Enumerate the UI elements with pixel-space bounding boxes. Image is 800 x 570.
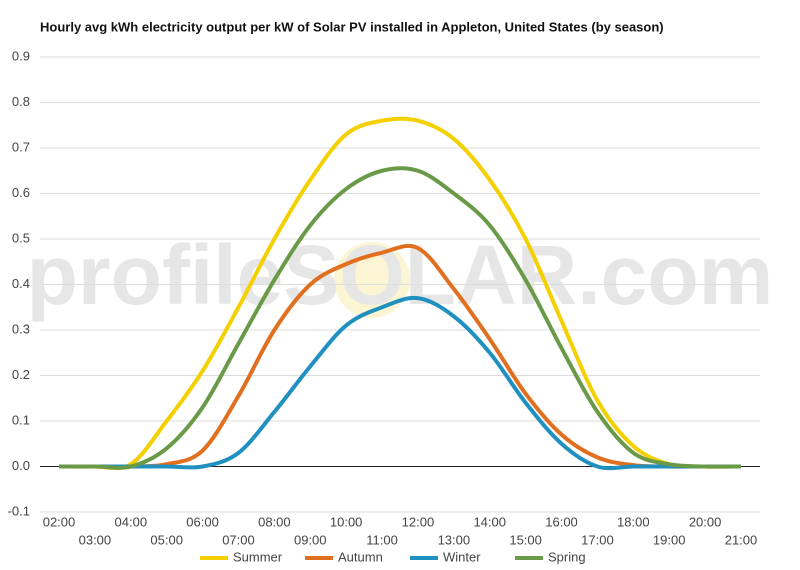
y-tick-label: 0.0 [12, 458, 30, 473]
y-tick-label: 0.9 [12, 48, 30, 63]
y-tick-label: 0.5 [12, 230, 30, 245]
chart-title: Hourly avg kWh electricity output per kW… [40, 19, 664, 34]
x-tick-label: 08:00 [258, 514, 291, 529]
x-tick-label: 04:00 [115, 514, 148, 529]
series-line [58, 116, 742, 471]
x-tick-label: 11:00 [366, 532, 398, 547]
y-tick-label: 0.7 [12, 139, 30, 154]
y-tick-label: 0.2 [12, 367, 30, 382]
y-tick-label: 0.1 [12, 412, 30, 427]
y-tick-label: -0.1 [8, 503, 30, 518]
x-tick-label: 18:00 [617, 514, 650, 529]
x-tick-label: 21:00 [725, 532, 758, 547]
x-tick-label: 10:00 [330, 514, 363, 529]
legend-label: Autumn [338, 549, 383, 564]
y-tick-label: 0.8 [12, 94, 30, 109]
x-tick-label: 19:00 [653, 532, 686, 547]
x-tick-label: 17:00 [581, 532, 614, 547]
x-tick-label: 02:00 [43, 514, 76, 529]
x-tick-label: 13:00 [438, 532, 471, 547]
legend-label: Spring [548, 549, 586, 564]
series-line [59, 243, 741, 469]
y-tick-label: 0.3 [12, 321, 30, 336]
x-tick-label: 14:00 [473, 514, 506, 529]
x-tick-label: 06:00 [186, 514, 219, 529]
watermark: profileSOLAR.com [27, 228, 774, 322]
x-tick-label: 20:00 [689, 514, 722, 529]
x-tick-label: 15:00 [509, 532, 542, 547]
series-line [59, 295, 741, 471]
legend-label: Winter [443, 549, 481, 564]
x-tick-label: 12:00 [402, 514, 435, 529]
x-tick-label: 05:00 [150, 532, 183, 547]
y-tick-label: 0.6 [12, 185, 30, 200]
x-tick-label: 07:00 [222, 532, 255, 547]
x-tick-label: 16:00 [545, 514, 578, 529]
x-tick-label: 03:00 [79, 532, 112, 547]
y-tick-label: 0.4 [12, 276, 30, 291]
x-tick-label: 09:00 [294, 532, 327, 547]
legend-label: Summer [233, 549, 283, 564]
series-line [59, 166, 742, 470]
